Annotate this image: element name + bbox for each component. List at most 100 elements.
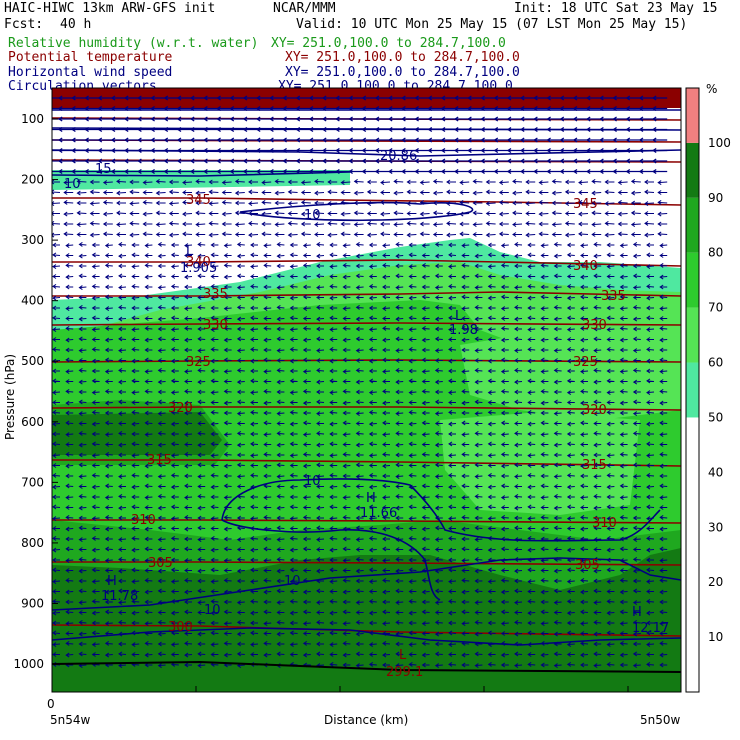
- circulation-arrow: [414, 116, 430, 122]
- circulation-arrow: [144, 505, 153, 510]
- circulation-arrow: [210, 652, 219, 657]
- circulation-arrow: [632, 493, 641, 499]
- theta-label-300-left: 300: [168, 620, 193, 635]
- circulation-arrow: [527, 346, 536, 352]
- circulation-arrow: [546, 126, 562, 133]
- theta-label-325-right: 325: [573, 355, 598, 370]
- circulation-arrow: [395, 304, 404, 310]
- theta-line-310: [52, 519, 681, 524]
- circulation-arrow: [302, 652, 311, 658]
- circulation-arrow: [659, 640, 668, 646]
- circulation-arrow: [163, 147, 179, 154]
- circulation-arrow: [316, 273, 325, 279]
- circulation-arrow: [157, 442, 166, 448]
- circulation-arrow: [329, 652, 338, 657]
- circulation-arrow: [578, 231, 589, 237]
- circulation-arrow: [276, 619, 285, 625]
- circulation-arrow: [223, 463, 232, 469]
- circulation-arrow: [236, 273, 245, 279]
- circulation-arrow: [157, 273, 166, 279]
- circulation-arrow: [382, 347, 390, 353]
- circulation-arrow: [659, 442, 668, 447]
- circulation-arrow: [440, 147, 456, 154]
- circulation-arrow: [644, 189, 655, 195]
- circulation-arrow: [382, 253, 390, 258]
- circulation-arrow: [276, 411, 285, 417]
- circulation-arrow: [408, 630, 417, 636]
- circulation-arrow: [300, 199, 311, 205]
- circulation-arrow: [236, 326, 245, 332]
- circulation-arrow: [118, 641, 126, 647]
- circulation-arrow: [355, 348, 364, 354]
- circulation-arrow: [276, 295, 285, 300]
- circulation-arrow: [184, 514, 193, 520]
- circulation-arrow: [421, 243, 430, 249]
- circulation-arrow: [223, 546, 232, 552]
- circulation-arrow: [104, 262, 113, 268]
- circulation-arrow: [580, 253, 588, 258]
- circulation-arrow: [118, 651, 127, 657]
- circulation-arrow: [474, 304, 483, 310]
- circulation-arrow: [78, 430, 87, 436]
- circulation-arrow: [78, 336, 87, 342]
- circulation-arrow: [374, 147, 390, 154]
- circulation-arrow: [540, 369, 549, 375]
- circulation-arrow: [91, 598, 100, 604]
- circulation-arrow: [368, 274, 377, 279]
- circulation-arrow: [91, 400, 100, 405]
- circulation-arrow: [553, 610, 562, 615]
- circulation-arrow: [421, 526, 430, 532]
- circulation-arrow: [553, 515, 562, 521]
- circulation-arrow: [76, 190, 87, 196]
- circulation-arrow: [421, 410, 430, 416]
- circulation-arrow: [619, 388, 628, 394]
- circulation-arrow: [329, 368, 338, 374]
- circulation-arrow: [459, 211, 470, 217]
- circulation-arrow: [131, 494, 140, 500]
- circulation-arrow: [355, 547, 364, 552]
- circulation-arrow: [131, 516, 140, 522]
- circulation-arrow: [572, 95, 588, 101]
- circulation-arrow: [586, 95, 602, 101]
- circulation-arrow: [197, 411, 206, 417]
- circulation-arrow: [223, 599, 232, 605]
- circulation-arrow: [493, 116, 509, 122]
- circulation-arrow: [461, 337, 470, 343]
- circulation-arrow: [289, 557, 298, 563]
- circulation-arrow: [566, 274, 575, 279]
- circulation-arrow: [210, 358, 219, 364]
- circulation-arrow: [129, 179, 140, 185]
- circulation-arrow: [646, 589, 654, 594]
- circulation-arrow: [580, 347, 588, 353]
- circulation-arrow: [342, 379, 351, 384]
- circulation-arrow: [91, 547, 100, 553]
- circulation-arrow: [221, 221, 232, 227]
- circulation-arrow: [118, 588, 127, 594]
- circulation-arrow: [546, 147, 562, 154]
- circulation-arrow: [250, 431, 258, 437]
- circulation-arrow: [250, 504, 259, 510]
- circulation-arrow: [342, 483, 351, 489]
- circulation-arrow: [184, 347, 192, 353]
- circulation-arrow: [322, 95, 338, 101]
- circulation-arrow: [553, 411, 562, 417]
- circulation-arrow: [646, 547, 655, 553]
- circulation-arrow: [632, 326, 641, 332]
- circulation-arrow: [659, 558, 668, 564]
- circulation-arrow: [184, 577, 193, 583]
- circulation-arrow: [329, 421, 338, 427]
- circulation-arrow: [374, 168, 390, 175]
- circulation-arrow: [276, 556, 285, 562]
- circulation-arrow: [408, 358, 417, 364]
- circulation-arrow: [448, 409, 457, 415]
- circulation-arrow: [229, 168, 245, 175]
- circulation-arrow: [606, 535, 615, 541]
- circulation-arrow: [564, 220, 575, 226]
- circulation-arrow: [520, 168, 536, 175]
- circulation-arrow: [256, 126, 272, 133]
- circulation-arrow: [520, 95, 536, 101]
- circulation-arrow: [566, 431, 575, 437]
- circulation-arrow: [421, 400, 430, 406]
- circulation-arrow: [659, 306, 668, 312]
